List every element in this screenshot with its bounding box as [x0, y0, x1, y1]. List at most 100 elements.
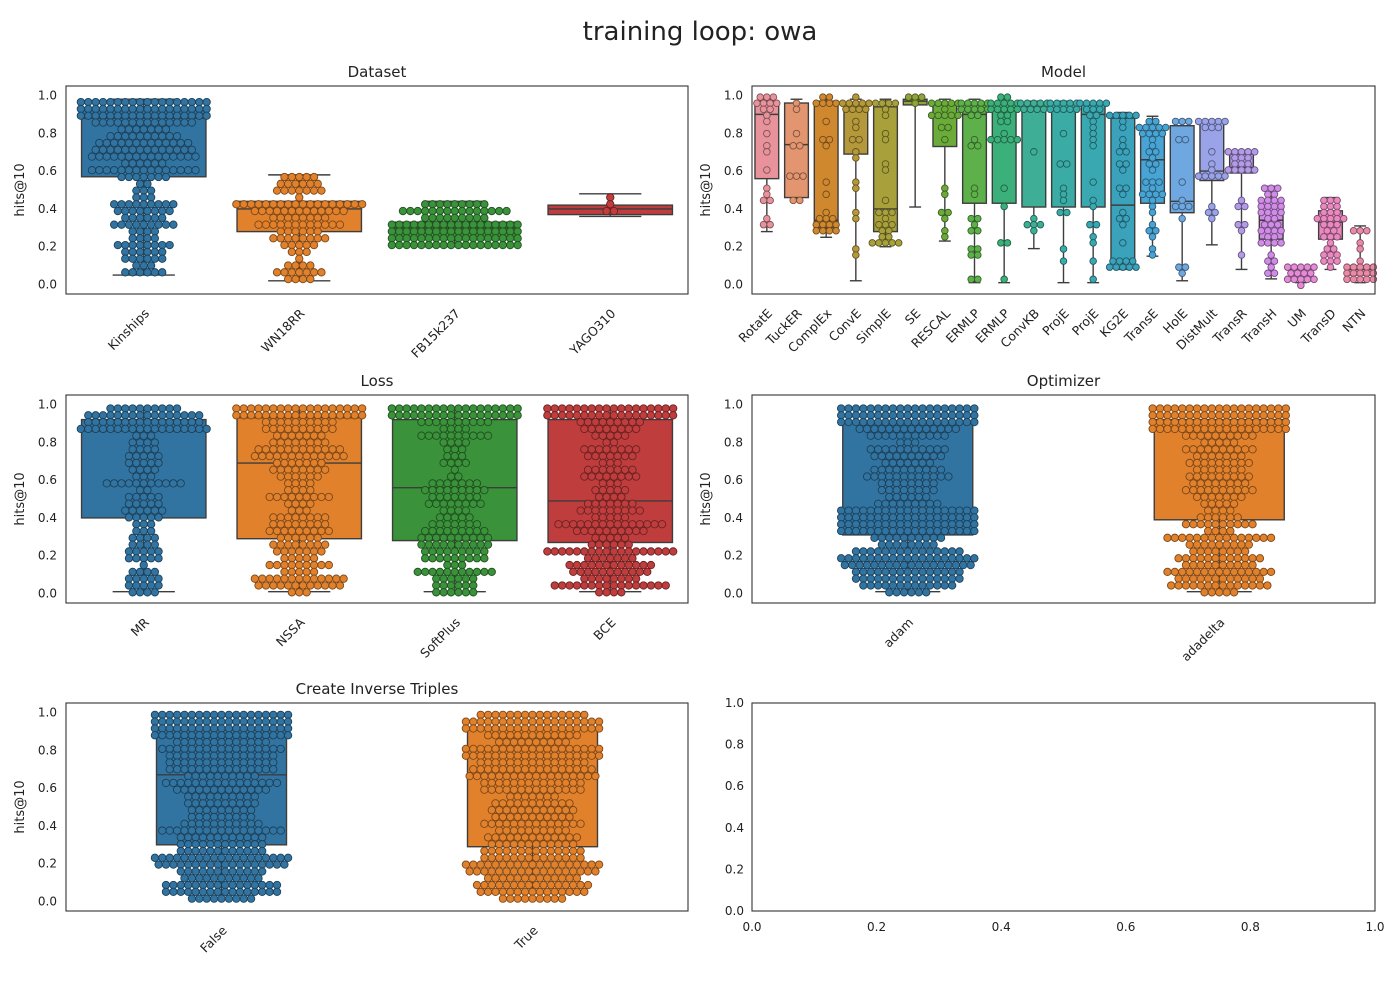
swarm-point: [261, 404, 271, 413]
swarm-point: [128, 567, 137, 577]
swarm-point: [759, 196, 768, 205]
swarm-point: [513, 751, 522, 760]
swarm-point: [476, 887, 485, 896]
swarm-point: [1320, 257, 1328, 265]
swarm-point: [457, 567, 467, 577]
swarm-point: [302, 458, 311, 468]
swarm-point: [528, 717, 537, 726]
swarm-point: [914, 479, 923, 488]
swarm-point: [1320, 202, 1328, 211]
swarm-point: [1218, 526, 1228, 536]
swarm-point: [450, 200, 459, 209]
swarm-point: [580, 710, 589, 719]
swarm-point: [852, 178, 860, 186]
swarm-point: [276, 404, 285, 413]
swarm-point: [892, 472, 901, 481]
swarm-point: [483, 234, 493, 243]
swarm-point: [1163, 533, 1172, 542]
swarm-point: [1163, 567, 1172, 577]
swarm-point: [320, 438, 330, 447]
swarm-point: [565, 799, 574, 808]
swarm-point: [565, 411, 574, 420]
swarm-point: [209, 731, 219, 740]
swarm-point: [224, 812, 234, 822]
swarm-point: [993, 99, 1002, 107]
swarm-point: [146, 472, 156, 481]
swarm-point: [587, 411, 596, 420]
swarm-point: [591, 771, 600, 781]
swarm-point: [859, 417, 868, 427]
swarm-point: [602, 411, 611, 420]
swarm-point: [457, 526, 467, 536]
swarm-point: [1192, 411, 1202, 420]
swarm-point: [1363, 275, 1371, 284]
swarm-point: [328, 445, 337, 454]
swarm-point: [517, 778, 526, 788]
swarm-point: [269, 213, 278, 223]
swarm-point: [213, 880, 222, 890]
swarm-point: [628, 499, 637, 508]
swarm-point: [324, 526, 333, 536]
swarm-point: [106, 411, 115, 420]
swarm-point: [180, 758, 189, 767]
y-tick-label: 0.6: [724, 164, 743, 178]
swarm-point: [232, 411, 241, 420]
swarm-point: [295, 458, 304, 468]
swarm-point: [903, 411, 912, 420]
swarm-point: [150, 97, 160, 107]
swarm-point: [276, 744, 285, 754]
swarm-point: [213, 840, 222, 849]
swarm-point: [922, 533, 931, 542]
swarm-point: [154, 166, 163, 175]
swarm-point: [161, 125, 171, 134]
swarm-point: [146, 458, 156, 468]
swarm-point: [113, 404, 123, 413]
swarm-point: [202, 710, 211, 719]
swarm-point: [272, 887, 282, 896]
swarm-point: [875, 208, 883, 217]
swarm-point: [143, 486, 152, 495]
swarm-point: [224, 765, 234, 774]
swarm-point: [1089, 196, 1097, 205]
swarm-point: [1196, 574, 1205, 583]
swarm-point: [283, 261, 293, 270]
swarm-point: [1211, 554, 1220, 563]
swarm-point: [113, 145, 123, 154]
swarm-point: [269, 710, 278, 719]
swarm-point: [272, 860, 282, 869]
swarm-point: [172, 417, 182, 427]
swarm-point: [439, 431, 448, 440]
swarm-point: [443, 200, 452, 209]
swarm-point: [877, 540, 886, 549]
swarm-point: [169, 152, 178, 161]
swarm-point: [1229, 533, 1239, 542]
swarm-point: [469, 744, 478, 754]
swarm-point: [874, 404, 883, 413]
swarm-point: [572, 724, 582, 733]
swarm-point: [587, 744, 596, 754]
swarm-point: [609, 424, 619, 434]
swarm-point: [491, 799, 500, 808]
swarm-point: [1231, 160, 1239, 168]
swarm-point: [176, 479, 185, 488]
swarm-point: [646, 581, 656, 590]
swarm-point: [309, 560, 319, 570]
swarm-point: [948, 574, 957, 583]
swarm-point: [1178, 533, 1187, 542]
swarm-point: [940, 445, 949, 454]
swarm-point: [254, 758, 263, 767]
swarm-point: [154, 172, 163, 182]
swarm-point: [246, 812, 256, 822]
swarm-point: [1259, 424, 1268, 434]
swarm-point: [110, 152, 119, 161]
swarm-point: [1267, 251, 1275, 259]
swarm-point: [546, 826, 556, 835]
swarm-point: [439, 424, 448, 434]
swarm-point: [298, 465, 308, 474]
swarm-point: [554, 520, 563, 529]
swarm-point: [283, 234, 293, 243]
swarm-point: [580, 526, 589, 536]
swarm-point: [387, 234, 396, 243]
swarm-point: [461, 424, 470, 434]
swarm-point: [535, 812, 545, 822]
